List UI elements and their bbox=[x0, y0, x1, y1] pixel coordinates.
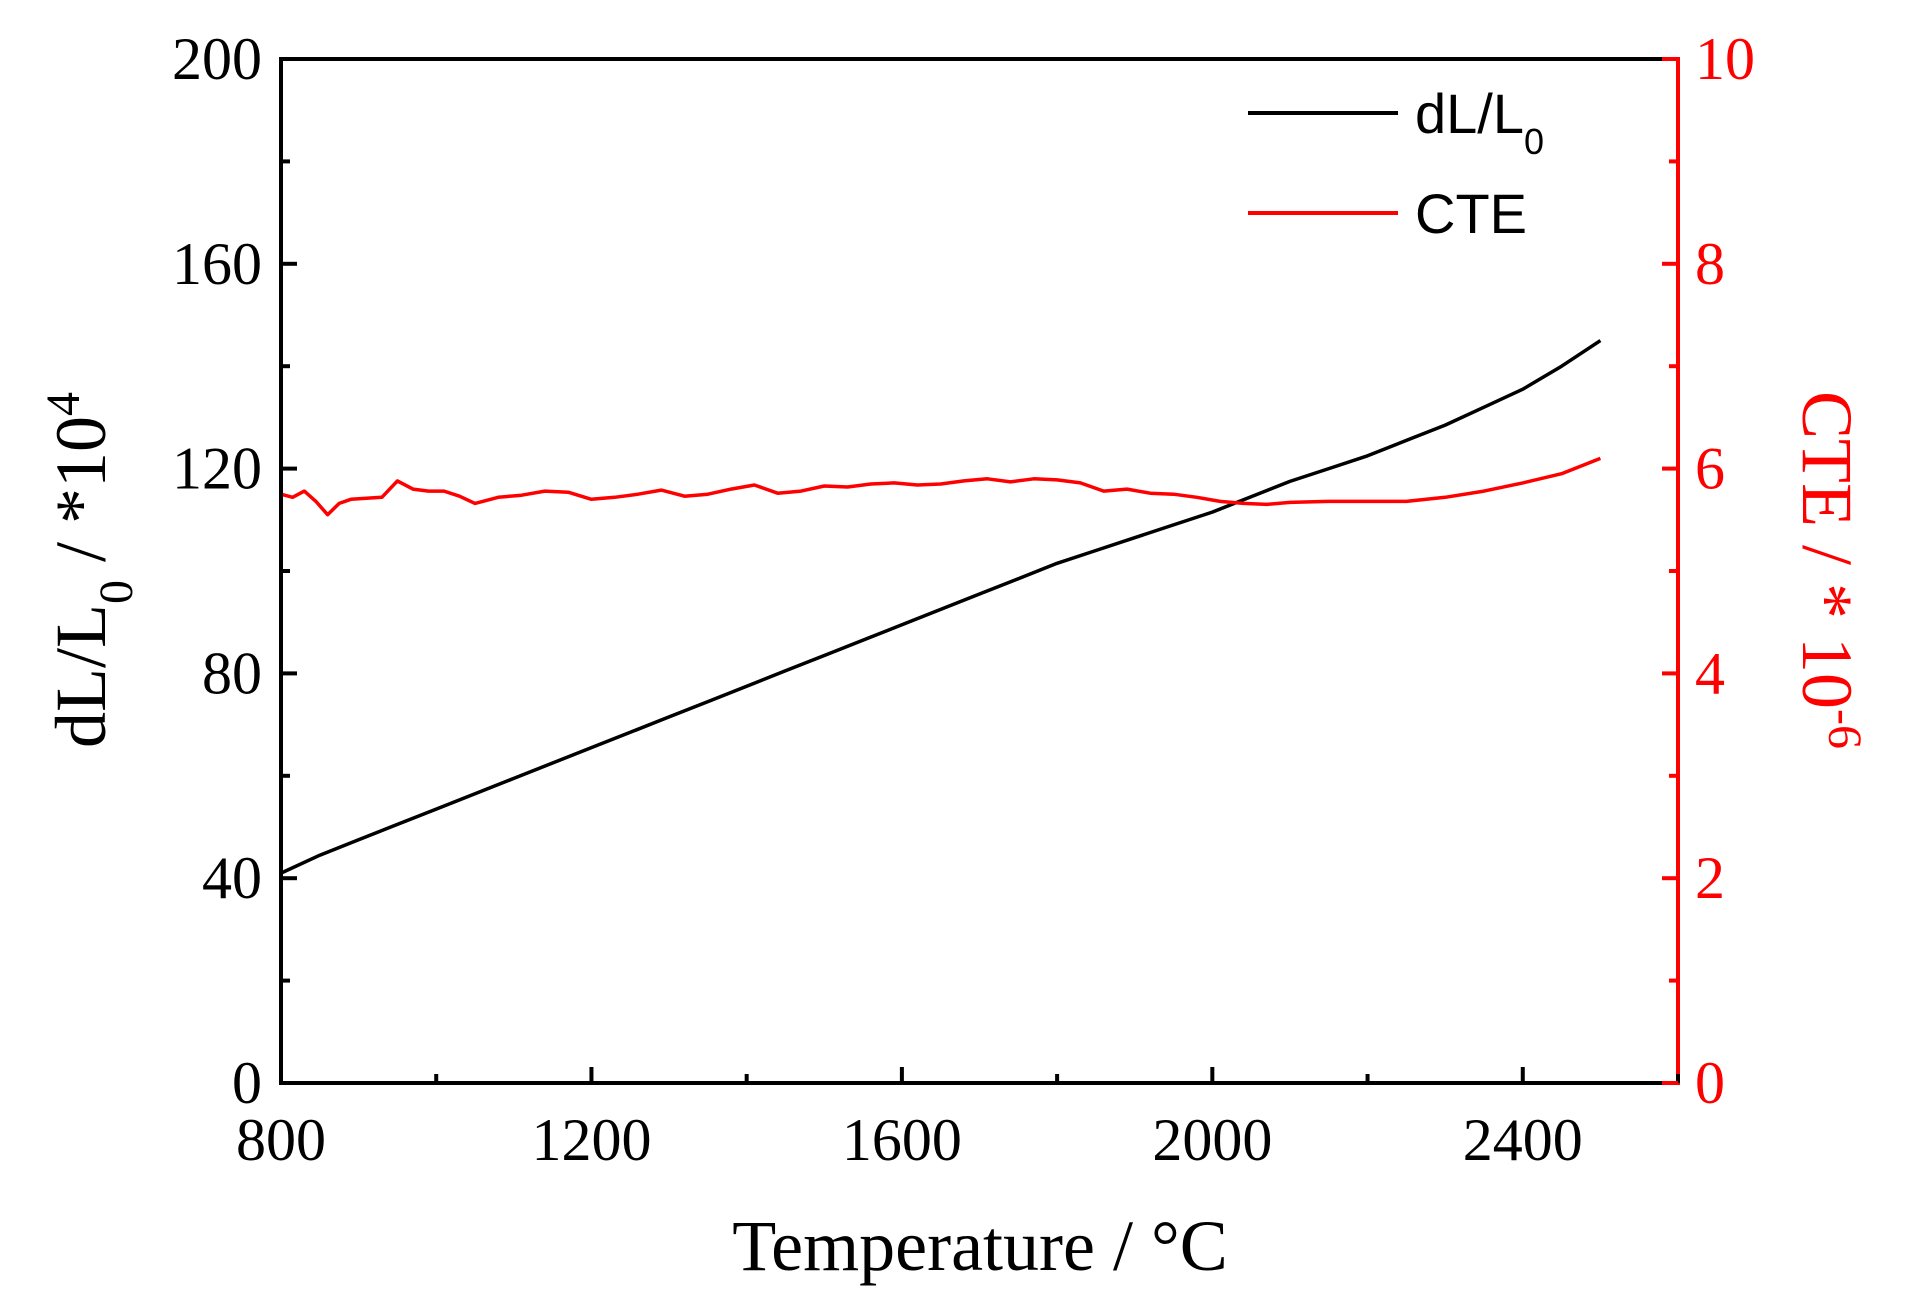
y-right-tick-label: 0 bbox=[1695, 1050, 1725, 1116]
y-left-tick-label: 160 bbox=[172, 231, 262, 297]
y-right-tick-label: 6 bbox=[1695, 436, 1725, 502]
y-right-label-main: CTE / * 10 bbox=[1787, 391, 1867, 709]
legend-label-cte: CTE bbox=[1415, 182, 1527, 245]
y-axis-label-right: CTE / * 10-6 bbox=[1787, 391, 1872, 749]
y-right-tick-label: 2 bbox=[1695, 845, 1725, 911]
y-left-label-sup: 4 bbox=[37, 392, 90, 416]
y-right-label-sup: -6 bbox=[1819, 709, 1872, 749]
series-cte bbox=[280, 456, 1602, 517]
y-right-tick-label: 4 bbox=[1695, 640, 1725, 706]
legend-dl-sub: 0 bbox=[1524, 121, 1544, 162]
series-dl bbox=[280, 339, 1602, 875]
y-axis-label-left: dL/L0 / *104 bbox=[37, 392, 143, 748]
y-left-tick-label: 40 bbox=[202, 845, 262, 911]
legend-label-dl: dL/L0 bbox=[1415, 82, 1544, 162]
legend: dL/L0 CTE bbox=[1248, 82, 1544, 245]
y-left-label-sub: 0 bbox=[90, 580, 143, 604]
legend-dl-main: dL/L bbox=[1415, 82, 1524, 145]
x-tick-label: 1600 bbox=[842, 1107, 962, 1173]
y-left-tick-label: 200 bbox=[172, 26, 262, 92]
x-tick-label: 800 bbox=[236, 1107, 326, 1173]
y-left-label-main: dL/L bbox=[41, 604, 121, 748]
y-left-tick-label: 120 bbox=[172, 436, 262, 502]
series-layer bbox=[280, 339, 1602, 875]
x-tick-label: 2400 bbox=[1463, 1107, 1583, 1173]
y-right-tick-label: 10 bbox=[1695, 26, 1755, 92]
x-axis-label: Temperature / °C bbox=[732, 1206, 1228, 1286]
series-line-cte bbox=[280, 456, 1602, 517]
y-left-tick-label: 80 bbox=[202, 640, 262, 706]
y-right-tick-label: 8 bbox=[1695, 231, 1725, 297]
y-left-label-rest: / *10 bbox=[41, 416, 121, 580]
x-tick-label: 2000 bbox=[1152, 1107, 1272, 1173]
y-left-tick-label: 0 bbox=[232, 1050, 262, 1116]
x-tick-label: 1200 bbox=[531, 1107, 651, 1173]
